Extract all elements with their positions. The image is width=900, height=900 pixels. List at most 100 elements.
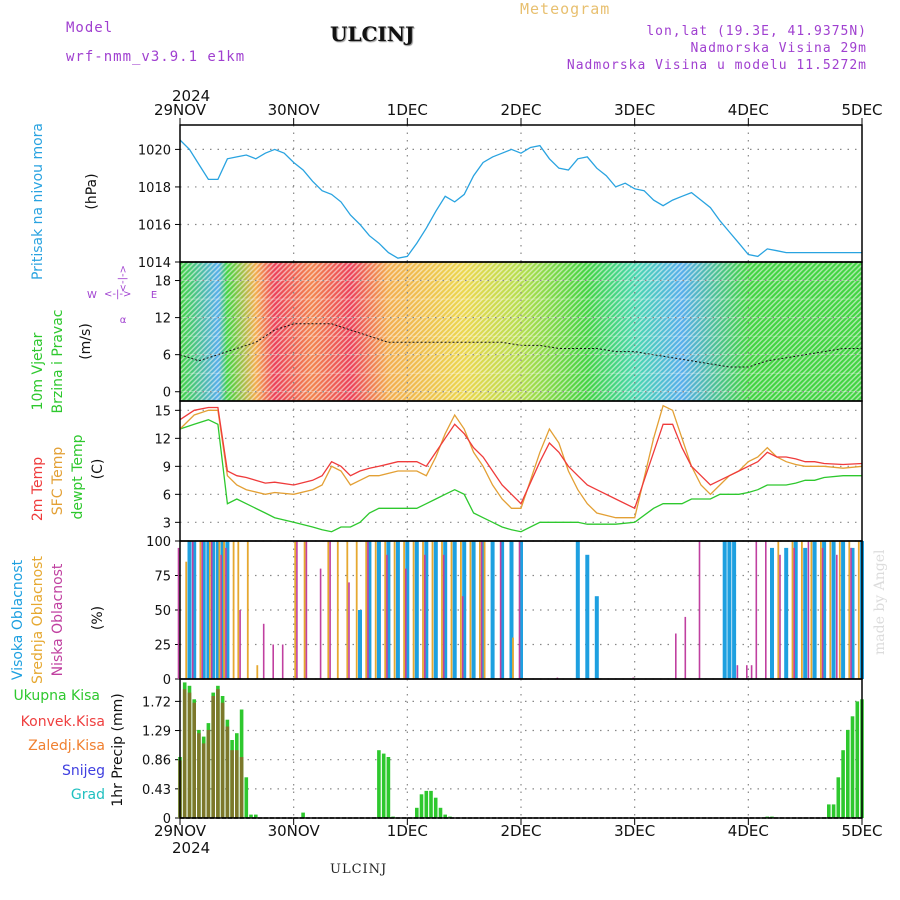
high-cloud-bar xyxy=(841,541,846,679)
total-precip-bar xyxy=(836,777,841,818)
high-cloud-bar xyxy=(424,541,429,679)
high-cloud-bar xyxy=(386,541,391,679)
year-label-bottom: 2024 xyxy=(172,839,210,857)
low-cloud-bar xyxy=(272,644,274,679)
frz-precip-title: Zaledj.Kisa xyxy=(28,738,105,754)
total-precip-bar xyxy=(831,804,836,818)
high-cloud-bar xyxy=(201,541,206,679)
high-cloud-bar xyxy=(433,541,438,679)
wind-barb-hatch xyxy=(189,262,331,401)
temp2m-line xyxy=(179,406,863,510)
wind-barb-hatch xyxy=(209,262,351,401)
wind-barb-hatch xyxy=(274,262,416,401)
y-tick-label: 1020 xyxy=(138,143,171,158)
wind-barb-hatch xyxy=(180,262,206,288)
model-name: wrf-nmm_v3.9.1 e1km xyxy=(66,49,246,65)
high-cloud-bar xyxy=(358,610,362,679)
y-tick-label: 0.43 xyxy=(142,783,171,798)
total-precip-bar xyxy=(415,807,419,818)
high-cloud-bar xyxy=(376,541,381,679)
time-label-top: 2DEC xyxy=(500,101,541,119)
wind-barb-hatch xyxy=(594,262,736,401)
high-cloud-bar xyxy=(215,541,220,679)
temp2m-title: 2m Temp xyxy=(30,457,46,521)
mid-cloud-bar xyxy=(346,541,349,679)
y-tick-label: 75 xyxy=(154,570,171,585)
y-tick-label: 6 xyxy=(163,488,171,503)
mid-cloud-bar xyxy=(479,541,481,679)
low-cloud-bar xyxy=(698,541,701,679)
time-label-top: 5DEC xyxy=(841,101,882,119)
time-label-bottom: 2DEC xyxy=(500,822,541,840)
wind-title: 10m Vjetar xyxy=(30,332,46,410)
wind-barb-hatch xyxy=(524,262,666,401)
low-cloud-bar xyxy=(225,547,227,679)
low-cloud-bar xyxy=(220,554,222,679)
wind-barb-hatch xyxy=(419,262,561,401)
high-cloud-bar xyxy=(831,541,836,679)
wind-barb-hatch xyxy=(519,262,661,401)
wind-barb-hatch xyxy=(254,262,396,401)
wind-barb-hatch xyxy=(739,278,862,401)
conv-precip-bar xyxy=(220,702,225,818)
total-precip-bar xyxy=(254,814,258,818)
wind-barb-hatch xyxy=(489,262,631,401)
wind-barb-hatch xyxy=(599,262,741,401)
y-tick-label: 100 xyxy=(146,535,171,550)
wind-barb-hatch xyxy=(180,262,221,303)
low-cloud-bar xyxy=(201,541,203,679)
conv-precip-bar xyxy=(187,692,192,818)
footer-station: ULCINJ xyxy=(330,862,388,877)
y-tick-label: 0 xyxy=(163,812,171,827)
mid-cloud-bar xyxy=(412,541,415,679)
wind-barb-hatch xyxy=(834,373,862,401)
high-cloud-title: Visoka Oblacnost xyxy=(10,559,26,680)
low-cloud-bar xyxy=(210,541,213,679)
mid-cloud-bar xyxy=(327,541,330,679)
mid-cloud-title: Srednja Oblacnost xyxy=(30,556,46,684)
time-label-bottom: 5DEC xyxy=(841,822,882,840)
mid-cloud-bar xyxy=(218,541,221,679)
wind-barb-hatch xyxy=(829,368,862,401)
pressure-title: Pritisak na nivou mora xyxy=(30,123,46,280)
y-tick-label: 50 xyxy=(154,604,171,619)
wind-barb-hatch xyxy=(684,262,826,401)
conv-precip-bar xyxy=(192,702,196,818)
wind-barb-hatch xyxy=(374,262,516,401)
wind-barb-hatch xyxy=(404,262,546,401)
time-label-bottom: 1DEC xyxy=(387,822,428,840)
high-cloud-bar xyxy=(722,541,727,679)
low-cloud-bar xyxy=(736,665,739,679)
high-cloud-bar xyxy=(395,541,400,679)
wind-barb-hatch xyxy=(704,262,846,401)
total-precip-bar xyxy=(855,701,860,818)
y-tick-label: 0 xyxy=(163,386,171,401)
low-cloud-bar xyxy=(836,554,838,679)
wind-barb-hatch xyxy=(429,262,571,401)
wind-barb-hatch xyxy=(219,262,361,401)
elevation-label: Nadmorska Visina 29m xyxy=(690,41,867,56)
mid-cloud-bar xyxy=(820,541,822,679)
total-precip-bar xyxy=(827,804,831,818)
total-precip-bar xyxy=(433,797,438,818)
wind-barb-hatch xyxy=(734,273,862,401)
sfc-temp-title: SFC Temp xyxy=(50,447,66,516)
mid-cloud-bar xyxy=(810,541,813,679)
wind-barb-hatch xyxy=(694,262,836,401)
y-tick-label: 1.72 xyxy=(142,695,171,710)
wind-barb-hatch xyxy=(244,262,386,401)
high-cloud-bar xyxy=(405,541,410,679)
high-cloud-bar xyxy=(443,541,448,679)
wind-barb-hatch xyxy=(394,262,536,401)
wind-barb-hatch xyxy=(664,262,806,401)
wind-barb-hatch xyxy=(794,333,862,401)
low-cloud-bar xyxy=(675,633,677,679)
wind-barb-hatch xyxy=(344,262,486,401)
conv-precip-title: Konvek.Kisa xyxy=(21,714,105,730)
mid-cloud-bar xyxy=(403,541,405,679)
wind-ylabel: (m/s) xyxy=(78,323,94,360)
conv-precip-bar xyxy=(235,750,239,818)
wind-barb-hatch xyxy=(319,262,461,401)
time-label-bottom: 3DEC xyxy=(614,822,655,840)
